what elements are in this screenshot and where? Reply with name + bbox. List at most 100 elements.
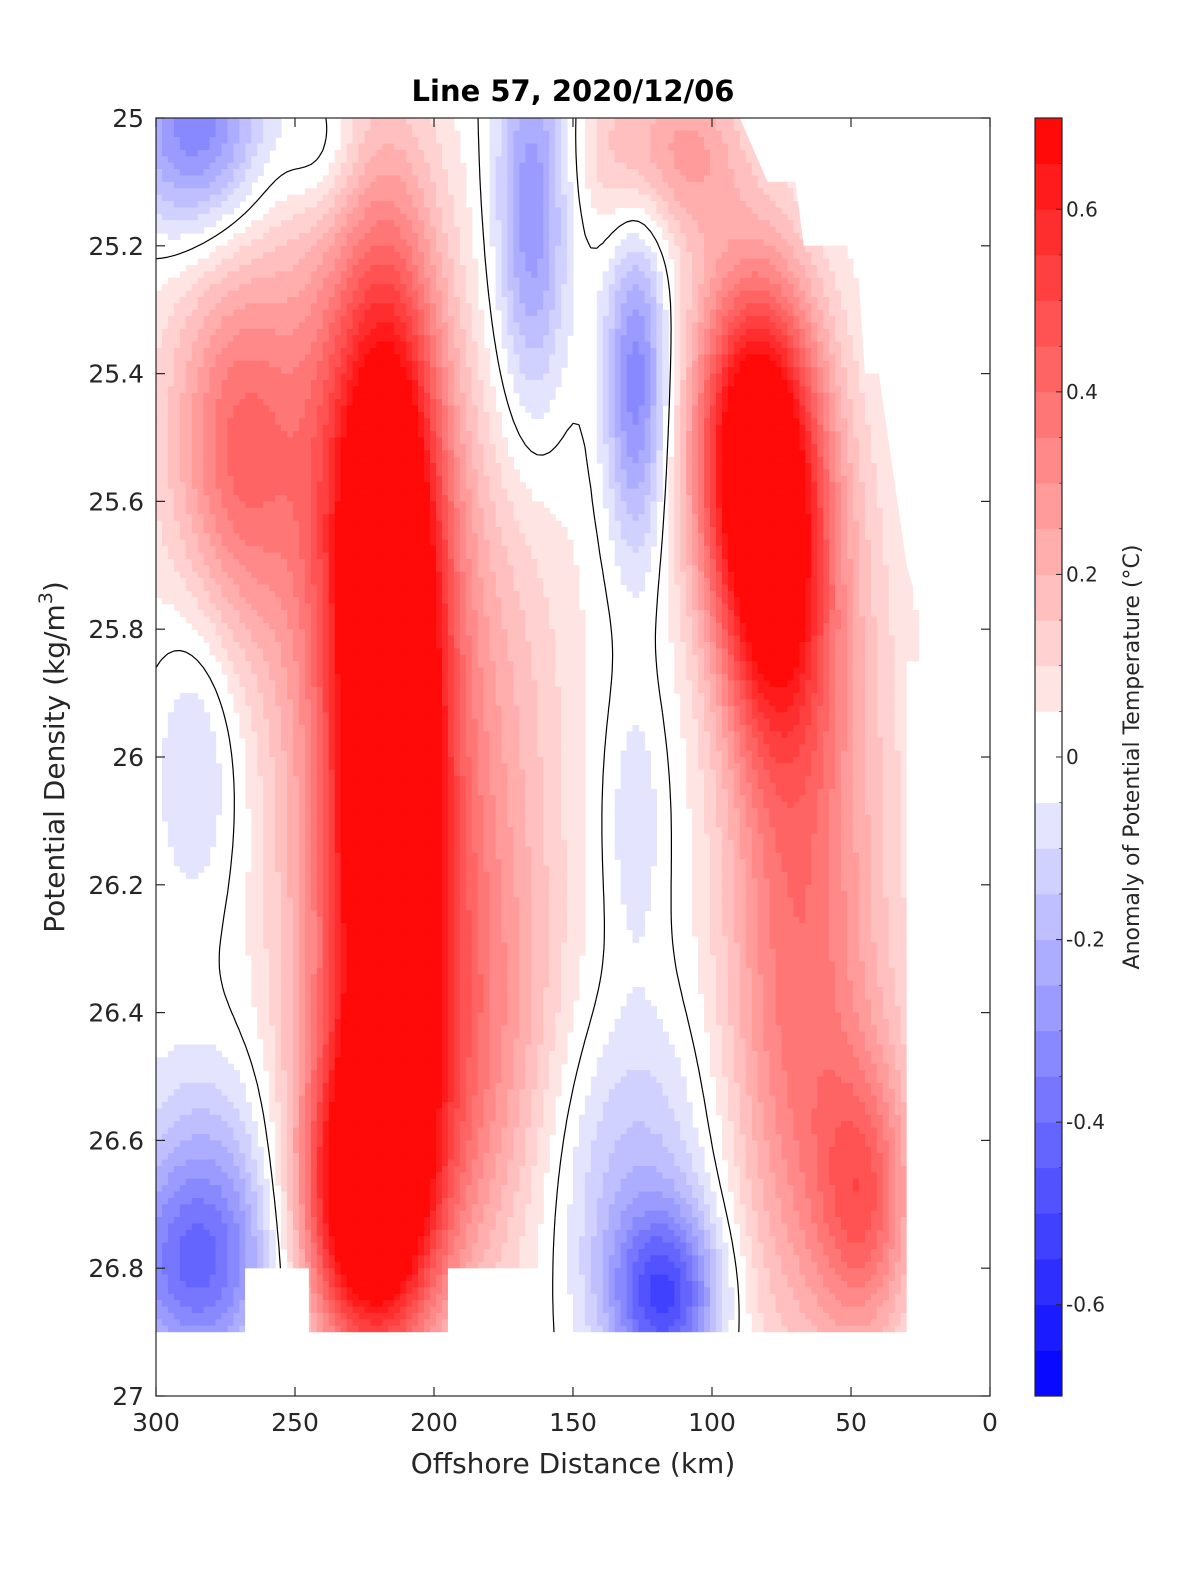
heatmap-cell: [770, 284, 777, 291]
heatmap-cell: [156, 386, 163, 393]
heatmap-cell: [293, 278, 300, 285]
heatmap-cell: [823, 348, 830, 355]
heatmap-cell: [311, 214, 318, 221]
heatmap-cell: [347, 322, 354, 329]
heatmap-cell: [621, 284, 628, 291]
heatmap-cell: [448, 367, 455, 374]
heatmap-cell: [281, 271, 288, 278]
heatmap-cell: [585, 156, 592, 163]
heatmap-cell: [400, 220, 407, 227]
heatmap-cell: [329, 386, 336, 393]
heatmap-cell: [394, 380, 401, 387]
heatmap-cell: [716, 214, 723, 221]
heatmap-cell: [525, 329, 532, 336]
heatmap-cell: [198, 374, 205, 381]
heatmap-cell: [233, 354, 240, 361]
heatmap-cell: [817, 246, 824, 253]
heatmap-cell: [603, 137, 610, 144]
heatmap-cell: [370, 144, 377, 151]
heatmap-cell: [353, 406, 360, 413]
heatmap-cell: [466, 361, 473, 368]
heatmap-cell: [787, 214, 794, 221]
heatmap-cell: [609, 380, 616, 387]
heatmap-cell: [734, 316, 741, 323]
heatmap-cell: [865, 406, 872, 413]
heatmap-cell: [770, 348, 777, 355]
heatmap-cell: [472, 406, 479, 413]
heatmap-cell: [710, 399, 717, 406]
heatmap-cell: [394, 393, 401, 400]
heatmap-cell: [281, 233, 288, 240]
heatmap-cell: [204, 297, 211, 304]
heatmap-cell: [388, 354, 395, 361]
heatmap-cell: [698, 176, 705, 183]
heatmap-cell: [210, 386, 217, 393]
heatmap-cell: [537, 399, 544, 406]
heatmap-cell: [174, 207, 181, 214]
heatmap-cell: [174, 425, 181, 432]
heatmap-cell: [823, 278, 830, 285]
heatmap-cell: [442, 259, 449, 266]
heatmap-cell: [466, 418, 473, 425]
heatmap-cell: [198, 380, 205, 387]
heatmap-cell: [460, 252, 467, 259]
heatmap-cell: [210, 188, 217, 195]
heatmap-cell: [841, 303, 848, 310]
heatmap-cell: [787, 335, 794, 342]
heatmap-cell: [496, 265, 503, 272]
heatmap-cell: [859, 418, 866, 425]
heatmap-cell: [430, 431, 437, 438]
heatmap-cell: [293, 316, 300, 323]
heatmap-cell: [692, 284, 699, 291]
heatmap-cell: [448, 227, 455, 234]
heatmap-cell: [639, 329, 646, 336]
heatmap-cell: [424, 131, 431, 138]
heatmap-cell: [424, 246, 431, 253]
heatmap-cell: [168, 367, 175, 374]
heatmap-cell: [496, 201, 503, 208]
heatmap-cell: [341, 163, 348, 170]
heatmap-cell: [716, 386, 723, 393]
heatmap-cell: [793, 361, 800, 368]
heatmap-cell: [841, 246, 848, 253]
heatmap-cell: [269, 220, 276, 227]
heatmap-cell: [549, 386, 556, 393]
heatmap-cell: [186, 271, 193, 278]
heatmap-cell: [764, 310, 771, 317]
heatmap-cell: [597, 207, 604, 214]
heatmap-cell: [537, 278, 544, 285]
heatmap-cell: [811, 271, 818, 278]
heatmap-cell: [186, 399, 193, 406]
heatmap-cell: [174, 335, 181, 342]
heatmap-cell: [633, 303, 640, 310]
heatmap-cell: [615, 182, 622, 189]
heatmap-cell: [799, 271, 806, 278]
heatmap-cell: [525, 297, 532, 304]
heatmap-cell: [668, 144, 675, 151]
heatmap-cell: [400, 195, 407, 202]
heatmap-cell: [287, 393, 294, 400]
heatmap-cell: [460, 284, 467, 291]
heatmap-cell: [227, 386, 234, 393]
heatmap-cell: [460, 399, 467, 406]
heatmap-cell: [412, 380, 419, 387]
heatmap-cell: [746, 291, 753, 298]
heatmap-cell: [835, 335, 842, 342]
heatmap-cell: [436, 220, 443, 227]
heatmap-cell: [817, 291, 824, 298]
heatmap-cell: [543, 399, 550, 406]
heatmap-cell: [323, 239, 330, 246]
heatmap-cell: [156, 380, 163, 387]
heatmap-cell: [746, 169, 753, 176]
heatmap-cell: [394, 316, 401, 323]
heatmap-cell: [430, 412, 437, 419]
heatmap-cell: [317, 227, 324, 234]
heatmap-cell: [644, 271, 651, 278]
heatmap-cell: [406, 239, 413, 246]
heatmap-cell: [174, 278, 181, 285]
heatmap-cell: [502, 124, 509, 131]
heatmap-cell: [353, 252, 360, 259]
heatmap-cell: [680, 259, 687, 266]
heatmap-cell: [353, 310, 360, 317]
heatmap-cell: [615, 284, 622, 291]
